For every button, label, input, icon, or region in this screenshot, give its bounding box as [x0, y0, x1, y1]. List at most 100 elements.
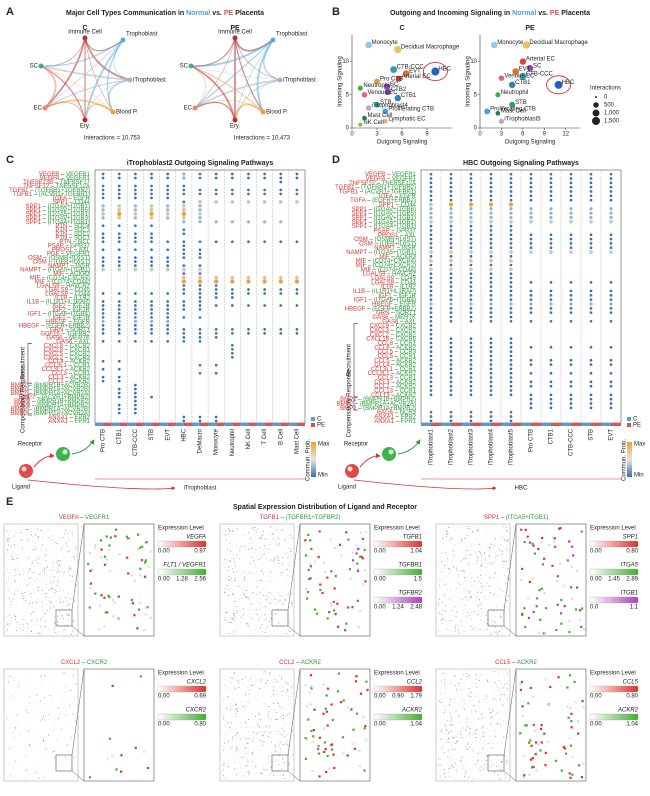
spot	[242, 573, 244, 575]
ligand-cell	[345, 464, 359, 478]
bracket-label: Recruitment	[21, 347, 27, 380]
zoom-region	[271, 754, 289, 772]
group-stripe	[183, 423, 192, 426]
dot	[134, 224, 137, 228]
dot	[182, 264, 186, 267]
zoom-spot	[345, 622, 348, 625]
spot	[272, 538, 274, 540]
spot	[500, 763, 502, 765]
spot	[248, 532, 250, 534]
zoom-spot	[351, 606, 354, 609]
ligand-cell-nucleus	[347, 466, 353, 472]
spot	[278, 543, 280, 545]
spot	[262, 567, 264, 569]
dot	[429, 229, 433, 232]
dot	[198, 267, 202, 272]
zoom-spot	[534, 729, 537, 732]
dot	[429, 211, 433, 215]
dot	[549, 345, 553, 349]
dot	[117, 256, 121, 260]
spot	[66, 624, 68, 626]
dot	[469, 345, 473, 349]
dot	[182, 256, 186, 260]
dot	[182, 304, 186, 307]
dot	[429, 367, 433, 371]
zoom-spot	[312, 728, 315, 732]
spot	[234, 561, 236, 563]
spot	[225, 607, 227, 609]
spot	[53, 576, 55, 578]
gene-colorbar	[157, 713, 207, 721]
spot	[442, 617, 444, 619]
spot	[54, 757, 56, 759]
spot	[504, 755, 505, 757]
zoom-spot	[537, 547, 540, 551]
spot	[223, 684, 225, 686]
dot	[117, 292, 121, 295]
dot	[589, 363, 593, 366]
spot	[481, 555, 482, 556]
row-label: BMP2 – (BMPR1A+BMPR2)	[14, 403, 90, 409]
dot	[182, 292, 186, 295]
spot	[468, 746, 470, 748]
dot	[247, 304, 250, 307]
spot	[498, 548, 500, 549]
spot	[475, 562, 477, 563]
dot	[429, 272, 433, 276]
spot	[452, 549, 454, 551]
spot	[35, 733, 37, 734]
spot	[224, 778, 225, 780]
spot	[42, 543, 43, 545]
dot	[247, 328, 250, 331]
spot	[502, 564, 504, 566]
dot	[295, 176, 299, 180]
spot	[291, 600, 293, 602]
spot	[40, 548, 42, 550]
gene-name: TGFBR1	[398, 563, 422, 569]
dot	[429, 306, 433, 310]
spot	[464, 596, 466, 598]
spot	[31, 620, 33, 621]
zoom-spot	[569, 586, 573, 589]
spot	[37, 620, 38, 622]
spot	[289, 774, 290, 776]
zoom-box	[299, 523, 371, 637]
dot	[509, 380, 513, 384]
spot	[449, 715, 451, 717]
spot	[67, 592, 69, 594]
column-label: EVT	[165, 429, 171, 441]
panel-title: iTrophoblast2 Outgoing Signaling Pathway…	[127, 160, 274, 167]
colorbar-min: Min	[318, 473, 328, 479]
row-label: CCL5 – CCR1	[378, 354, 417, 360]
node-label: Trophoblast	[276, 32, 308, 38]
spot	[285, 539, 286, 541]
network-edge	[40, 65, 131, 81]
spot	[47, 609, 49, 611]
spot	[284, 778, 286, 780]
spot	[61, 548, 62, 550]
dot	[150, 292, 153, 295]
spot	[451, 735, 453, 737]
spot	[40, 563, 42, 565]
spot	[450, 759, 451, 761]
row-label: TNFSF13B – TNFRSF17	[23, 180, 91, 186]
spot	[18, 732, 20, 734]
dot	[469, 177, 473, 180]
spot	[466, 616, 468, 618]
spot	[506, 569, 508, 571]
zoom-spot	[358, 609, 362, 612]
spot	[259, 547, 261, 549]
spot	[258, 713, 260, 715]
spot	[222, 591, 223, 593]
spot	[260, 609, 261, 611]
dot	[134, 232, 137, 236]
scatter-point	[365, 105, 372, 111]
zoom-spot	[577, 720, 580, 723]
spot	[35, 772, 37, 774]
spot	[274, 558, 276, 560]
zoom-spot	[313, 560, 317, 563]
spot	[495, 684, 497, 686]
spot	[10, 775, 11, 777]
spot	[278, 623, 280, 625]
spot	[456, 569, 457, 571]
